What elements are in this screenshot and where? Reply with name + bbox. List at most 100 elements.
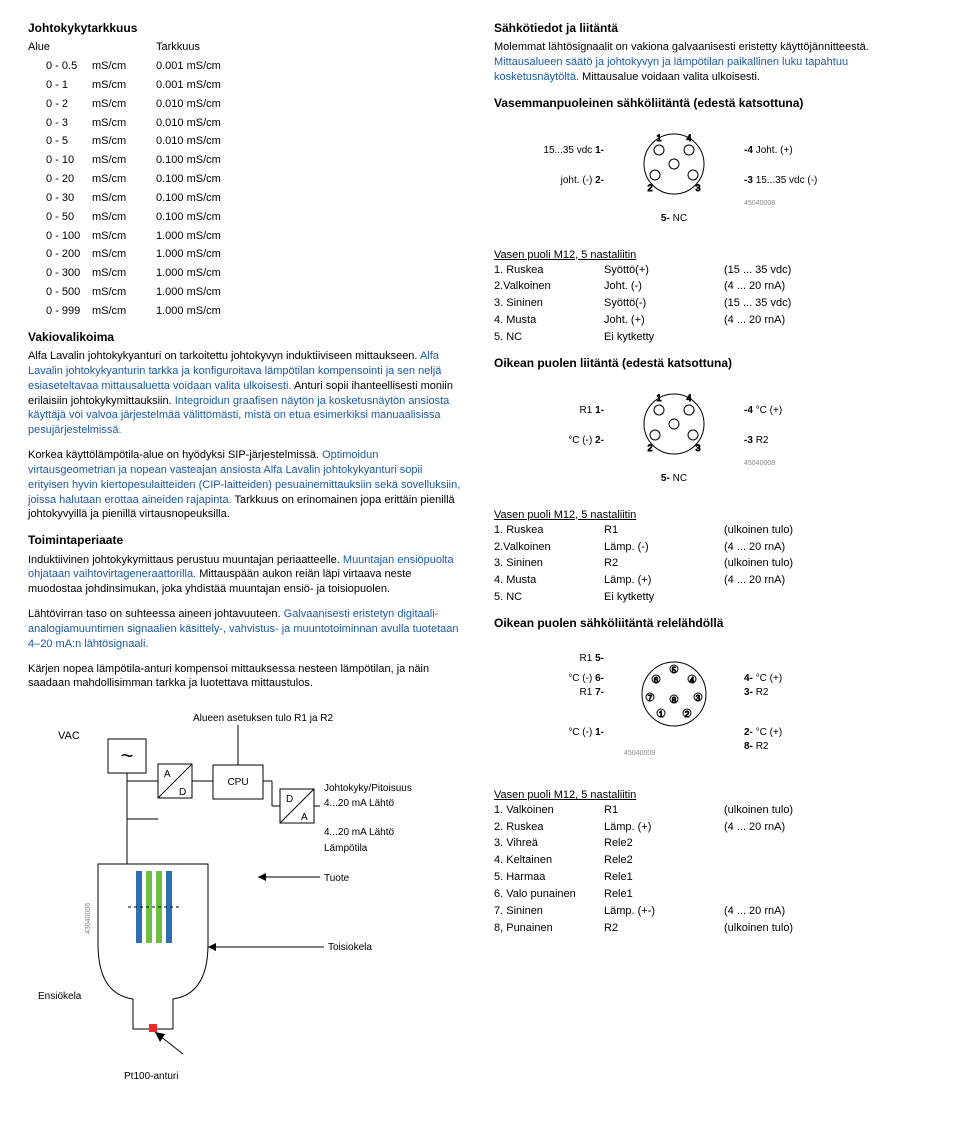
list-item: Lämp. (+) xyxy=(604,573,724,588)
list-item: 2. Ruskea xyxy=(494,820,604,835)
tilde-icon: ~ xyxy=(121,743,134,768)
ensiokela-label: Ensiökela xyxy=(38,991,82,1002)
m12c-heading: Vasen puoli M12, 5 nastaliitin xyxy=(494,788,932,803)
list-item: 3. Vihreä xyxy=(494,836,604,851)
sahko-heading: Sähkötiedot ja liitäntä xyxy=(494,20,932,36)
sahko-p: Molemmat lähtösignaalit on vakiona galva… xyxy=(494,40,932,85)
svg-text:2- °C (+): 2- °C (+) xyxy=(744,727,782,738)
table-row: 0 - 0.5mS/cm0.001 mS/cm xyxy=(28,59,466,74)
m12b-table: 1. RuskeaR1(ulkoinen tulo)2.ValkoinenLäm… xyxy=(494,523,932,605)
svg-text:joht. (-) 2-: joht. (-) 2- xyxy=(560,175,604,186)
list-item: Lämp. (-) xyxy=(604,540,724,555)
list-item: 5. Harmaa xyxy=(494,870,604,885)
table-row: 0 - 30mS/cm0.100 mS/cm xyxy=(28,191,466,206)
svg-text:8- R2: 8- R2 xyxy=(744,741,769,752)
table-row: 0 - 300mS/cm1.000 mS/cm xyxy=(28,266,466,281)
lamp-label: Lämpötila xyxy=(324,843,368,854)
vakiovalikoima-heading: Vakiovalikoima xyxy=(28,329,466,345)
list-item: R2 xyxy=(604,556,724,571)
list-item: 3. Sininen xyxy=(494,296,604,311)
m12a-table: 1. RuskeaSyöttö(+)(15 ... 35 vdc)2.Valko… xyxy=(494,263,932,345)
toiminta-p2: Lähtövirran taso on suhteessa aineen joh… xyxy=(28,607,466,652)
svg-text:4: 4 xyxy=(686,393,691,403)
list-item: 1. Ruskea xyxy=(494,263,604,278)
svg-text:R1 1-: R1 1- xyxy=(580,405,604,416)
toiminta-p3: Kärjen nopea lämpötila-anturi kompensoi … xyxy=(28,662,466,692)
svg-text:R1 7-: R1 7- xyxy=(580,687,604,698)
svg-text:45040008: 45040008 xyxy=(744,200,775,207)
table-row: 0 - 20mS/cm0.100 mS/cm xyxy=(28,172,466,187)
m12a-heading: Vasen puoli M12, 5 nastaliitin xyxy=(494,248,932,263)
svg-text:7: 7 xyxy=(648,694,653,703)
toisiokela-label: Toisiokela xyxy=(328,942,372,953)
vakiovalikoima-p1: Alfa Lavalin johtokykyanturi on tarkoite… xyxy=(28,349,466,438)
hdr-tarkkuus: Tarkkuus xyxy=(156,40,244,55)
list-item xyxy=(724,836,844,851)
out2-label: 4...20 mA Lähtö xyxy=(324,827,394,838)
tarkkuus-heading: Johtokykytarkkuus xyxy=(28,20,466,36)
connector-5pin-2: R1 1- °C (-) 2- -4 °C (+) -3 R2 5- NC 45… xyxy=(494,379,932,494)
svg-text:5- NC: 5- NC xyxy=(661,213,687,224)
list-item: 7. Sininen xyxy=(494,904,604,919)
list-item xyxy=(724,870,844,885)
svg-text:1: 1 xyxy=(659,710,664,719)
svg-text:45040009: 45040009 xyxy=(624,750,655,757)
list-item: Rele1 xyxy=(604,870,724,885)
table-row: 0 - 50mS/cm0.100 mS/cm xyxy=(28,210,466,225)
vakiovalikoima-p2: Korkea käyttölämpötila-alue on hyödyksi … xyxy=(28,448,466,522)
diagram-code: 43040006 xyxy=(85,903,92,934)
m12c-table: 1. ValkoinenR1(ulkoinen tulo)2. RuskeaLä… xyxy=(494,803,932,936)
svg-text:1: 1 xyxy=(656,393,661,403)
connector-5pin-1: 15...35 vdc 1- joht. (-) 2- -4 Joht. (+)… xyxy=(494,119,932,234)
hdr-alue: Alue xyxy=(28,40,92,55)
svg-text:15...35 vdc 1-: 15...35 vdc 1- xyxy=(543,145,604,156)
table-row: 0 - 200mS/cm1.000 mS/cm xyxy=(28,247,466,262)
oikea-heading: Oikean puolen liitäntä (edestä katsottun… xyxy=(494,355,932,371)
list-item: Joht. (-) xyxy=(604,279,724,294)
toiminta-heading: Toimintaperiaate xyxy=(28,532,466,548)
list-item: Rele2 xyxy=(604,853,724,868)
connector-8pin: R1 5- °C (-) 6- R1 7- °C (-) 1- 4- °C (+… xyxy=(494,639,932,774)
vasen-sahko-heading: Vasemmanpuoleinen sähköliitäntä (edestä … xyxy=(494,95,932,111)
svg-text:3: 3 xyxy=(696,694,701,703)
svg-text:A: A xyxy=(164,769,171,780)
tarkkuus-table: 0 - 0.5mS/cm0.001 mS/cm0 - 1mS/cm0.001 m… xyxy=(28,59,466,319)
svg-text:1: 1 xyxy=(656,133,661,143)
table-row: 0 - 3mS/cm0.010 mS/cm xyxy=(28,116,466,131)
list-item: 4. Musta xyxy=(494,313,604,328)
cpu-label: CPU xyxy=(227,777,248,788)
list-item: Syöttö(-) xyxy=(604,296,724,311)
svg-text:-4 °C (+): -4 °C (+) xyxy=(744,405,782,416)
table-row: 0 - 10mS/cm0.100 mS/cm xyxy=(28,153,466,168)
block-diagram: VAC ~ Alueen asetuksen tulo R1 ja R2 A D xyxy=(28,699,466,1104)
list-item: 5. NC xyxy=(494,330,604,345)
vac-label: VAC xyxy=(58,730,80,742)
svg-text:6: 6 xyxy=(654,676,659,685)
table-row: 0 - 500mS/cm1.000 mS/cm xyxy=(28,285,466,300)
list-item: 6. Valo punainen xyxy=(494,887,604,902)
tuote-label: Tuote xyxy=(324,873,350,884)
list-item: (ulkoinen tulo) xyxy=(724,523,844,538)
svg-text:3: 3 xyxy=(695,443,700,453)
list-item: R1 xyxy=(604,803,724,818)
svg-text:°C (-) 6-: °C (-) 6- xyxy=(568,673,604,684)
table-row: 0 - 100mS/cm1.000 mS/cm xyxy=(28,229,466,244)
svg-text:2: 2 xyxy=(647,443,652,453)
svg-text:4: 4 xyxy=(690,676,695,685)
list-item: R1 xyxy=(604,523,724,538)
list-item: 8, Punainen xyxy=(494,921,604,936)
svg-text:-3 15...35 vdc (-): -3 15...35 vdc (-) xyxy=(744,175,817,186)
list-item: Ei kytketty xyxy=(604,590,724,605)
svg-text:4: 4 xyxy=(686,133,691,143)
svg-text:-3 R2: -3 R2 xyxy=(744,435,769,446)
list-item: (ulkoinen tulo) xyxy=(724,803,844,818)
list-item: 4. Keltainen xyxy=(494,853,604,868)
svg-text:R1 5-: R1 5- xyxy=(580,653,604,664)
toiminta-p1: Induktiivinen johtokykymittaus perustuu … xyxy=(28,553,466,598)
pt100-label: Pt100-anturi xyxy=(124,1071,178,1082)
list-item: Lämp. (+-) xyxy=(604,904,724,919)
svg-text:D: D xyxy=(179,787,186,798)
svg-text:45040008: 45040008 xyxy=(744,460,775,467)
list-item: (4 ... 20 rnA) xyxy=(724,820,844,835)
svg-text:2: 2 xyxy=(685,710,690,719)
